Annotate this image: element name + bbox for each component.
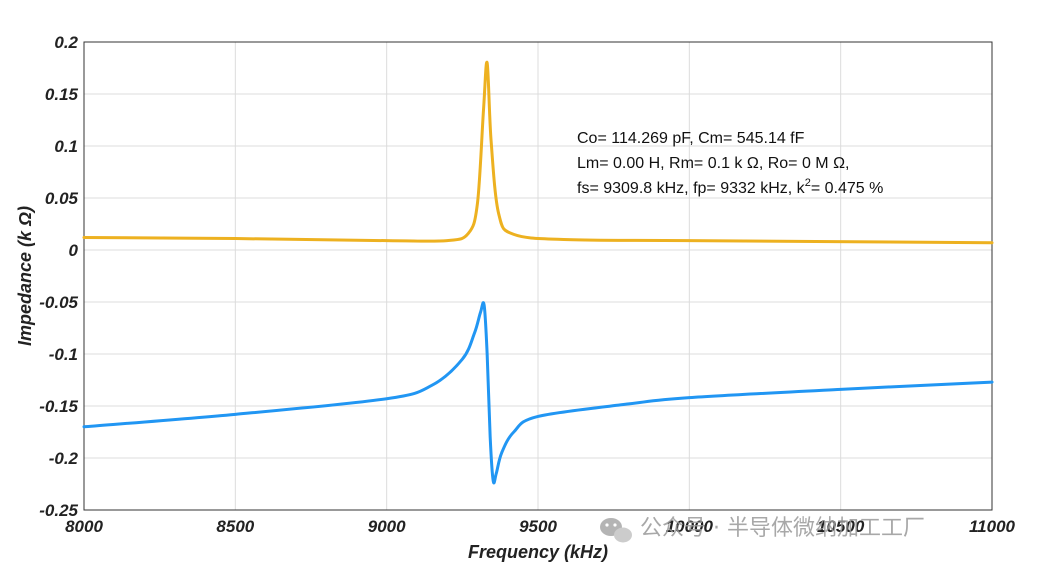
y-axis-label: Impedance (k Ω) [15, 206, 35, 346]
annotation-line-3-suffix: = 0.475 % [811, 180, 884, 197]
annotation-line-3-superscript: 2 [805, 177, 811, 189]
annotation-line-3-prefix: fs= 9309.8 kHz, fp= 9332 kHz, k [577, 180, 806, 197]
series-line-2 [82, 301, 994, 485]
x-tick-label: 9000 [368, 517, 406, 536]
y-tick-label: -0.1 [49, 345, 78, 364]
x-tick-label: 11000 [969, 517, 1016, 536]
plot-frame [83, 41, 993, 511]
x-tick-label: 9500 [519, 517, 557, 536]
annotation-line-1: Co= 114.269 pF, Cm= 545.14 fF [577, 130, 805, 147]
watermark-text: 公众号 · 半导体微纳加工工厂 [640, 516, 925, 541]
y-tick-label: 0.2 [54, 33, 78, 52]
annotation-line-3: fs= 9309.8 kHz, fp= 9332 kHz, k2= 0.475 … [577, 177, 883, 197]
x-tick-label: 8000 [65, 517, 103, 536]
y-tick-label: 0.15 [45, 85, 79, 104]
y-tick-label: 0 [69, 241, 79, 260]
x-axis-label: Frequency (kHz) [468, 542, 608, 562]
series-layer [82, 60, 994, 485]
x-tick-label: 10000 [666, 517, 714, 536]
y-tick-labels: 0.2 0.15 0.1 0.05 0 -0.05 -0.1 -0.15 -0.2 -0.25 [39, 33, 78, 520]
series-line-1 [82, 60, 994, 245]
y-tick-label: -0.15 [39, 397, 78, 416]
watermark: 公众号 · 半导体微纳加工工厂 [600, 516, 925, 543]
x-tick-labels: 8000 8500 9000 9500 10000 10500 11000 [65, 517, 1015, 536]
wechat-icon [600, 518, 632, 543]
y-tick-label: -0.2 [49, 449, 79, 468]
annotation: Co= 114.269 pF, Cm= 545.14 fF Lm= 0.00 H… [577, 130, 883, 197]
y-tick-label: 0.1 [54, 137, 78, 156]
y-tick-label: -0.05 [39, 293, 78, 312]
x-tick-label: 8500 [216, 517, 254, 536]
y-tick-label: -0.25 [39, 501, 78, 520]
y-tick-label: 0.05 [45, 189, 79, 208]
x-tick-label: 10500 [817, 517, 865, 536]
annotation-line-2: Lm= 0.00 H, Rm= 0.1 k Ω, Ro= 0 M Ω, [577, 155, 849, 172]
